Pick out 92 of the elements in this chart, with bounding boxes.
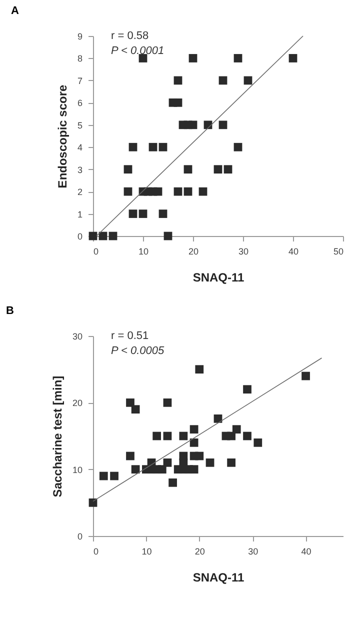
- point: [152, 432, 162, 440]
- y-axis-title: Saccharine test [min]: [50, 376, 64, 498]
- point: [131, 405, 140, 414]
- y-tick-label: 20: [72, 398, 82, 408]
- x-tick-label: 0: [94, 246, 99, 256]
- point: [128, 142, 138, 152]
- chart-title: A: [10, 5, 19, 17]
- point: [148, 142, 158, 152]
- point: [174, 98, 182, 107]
- point: [190, 465, 198, 474]
- y-axis-title: Endoscopic score: [55, 84, 70, 188]
- point: [198, 187, 208, 196]
- x-tick-label: 10: [138, 246, 149, 256]
- y-tick-label: 0: [77, 532, 82, 542]
- point: [154, 187, 162, 196]
- point: [214, 414, 222, 423]
- point: [158, 210, 168, 218]
- point: [288, 54, 298, 62]
- y-tick-label: 2: [77, 187, 82, 198]
- y-tick-label: 9: [77, 32, 82, 42]
- annotation: P < 0.0001: [111, 45, 164, 57]
- point: [224, 165, 232, 174]
- point: [244, 76, 252, 85]
- y-tick-label: 6: [77, 98, 82, 108]
- chart-title: B: [6, 305, 14, 317]
- annotation: r = 0.51: [111, 330, 149, 342]
- point: [227, 458, 236, 467]
- point: [243, 385, 252, 394]
- x-axis-title: SNAQ-11: [192, 570, 244, 584]
- y-tick-label: 0: [77, 232, 82, 242]
- y-tick-label: 8: [77, 54, 82, 64]
- y-tick-label: 30: [72, 332, 82, 342]
- y-tick-label: 10: [72, 464, 82, 475]
- point: [234, 142, 242, 152]
- x-tick-label: 30: [238, 246, 249, 256]
- point: [168, 478, 177, 487]
- point: [195, 365, 204, 374]
- point: [218, 120, 228, 130]
- point: [124, 165, 132, 174]
- point: [184, 165, 192, 174]
- point: [158, 142, 168, 152]
- point: [184, 187, 192, 196]
- point: [124, 187, 132, 196]
- point: [174, 76, 182, 85]
- point: [190, 438, 198, 447]
- point: [164, 232, 172, 240]
- point: [188, 54, 198, 62]
- point: [108, 232, 118, 240]
- point: [234, 54, 242, 62]
- point: [254, 438, 262, 447]
- y-tick-label: 1: [77, 209, 82, 220]
- point: [128, 210, 138, 218]
- point: [110, 472, 118, 480]
- point: [214, 165, 222, 174]
- point: [163, 458, 172, 467]
- point: [126, 452, 134, 460]
- point: [99, 472, 108, 480]
- x-tick-label: 20: [194, 546, 205, 556]
- point: [218, 76, 228, 85]
- point: [138, 54, 148, 62]
- point: [131, 465, 140, 474]
- point: [195, 452, 204, 460]
- point: [190, 425, 198, 434]
- x-axis-title: SNAQ-11: [192, 270, 244, 284]
- y-tick-label: 7: [77, 76, 82, 86]
- point: [163, 398, 172, 407]
- x-tick-label: 10: [142, 546, 152, 556]
- point: [174, 187, 182, 196]
- x-tick-label: 50: [333, 246, 344, 256]
- point: [179, 432, 188, 440]
- x-tick-label: 40: [301, 546, 312, 556]
- point: [227, 432, 236, 440]
- x-tick-label: 20: [188, 246, 199, 256]
- point: [126, 398, 134, 407]
- point: [232, 425, 241, 434]
- x-tick-label: 30: [248, 546, 258, 556]
- point: [206, 458, 214, 467]
- point: [179, 452, 188, 460]
- point: [302, 372, 310, 380]
- y-tick-label: 4: [77, 142, 82, 153]
- y-tick-label: 3: [77, 164, 82, 175]
- point: [188, 120, 198, 130]
- point: [88, 498, 98, 507]
- annotation: r = 0.58: [111, 30, 149, 42]
- x-tick-label: 40: [288, 246, 299, 256]
- point: [158, 465, 166, 474]
- point: [138, 210, 148, 218]
- y-tick-label: 5: [77, 120, 82, 130]
- point: [163, 432, 172, 440]
- point: [243, 432, 252, 440]
- annotation: P < 0.0005: [111, 345, 165, 357]
- x-tick-label: 0: [94, 546, 99, 556]
